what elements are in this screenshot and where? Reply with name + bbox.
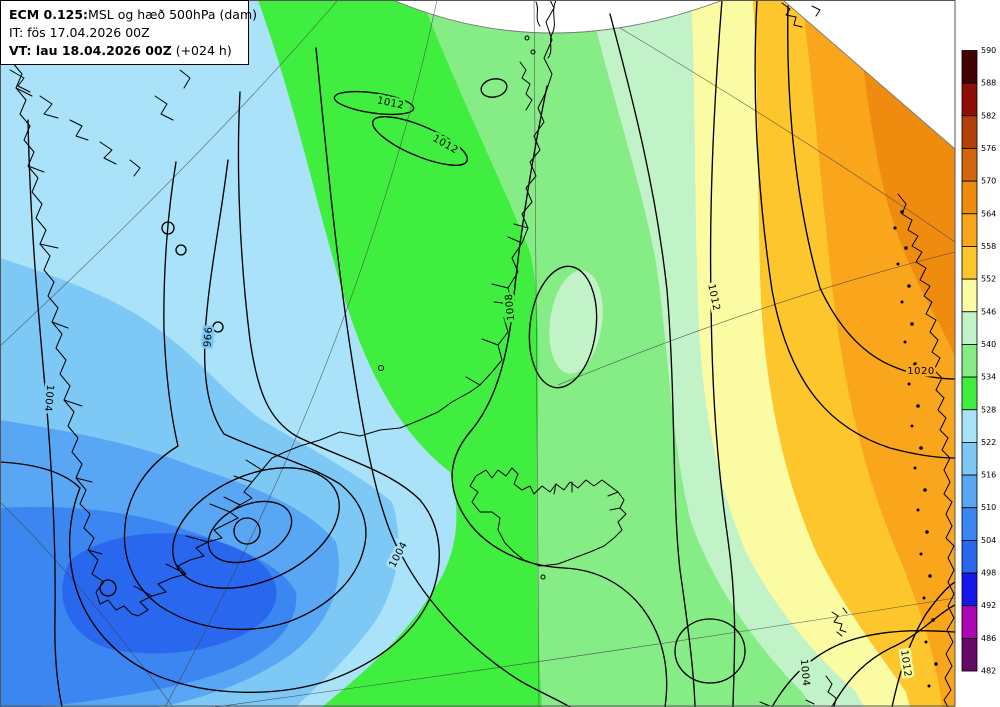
colorbar-tick-label: 582 (981, 111, 996, 120)
colorbar-tick-label: 528 (981, 405, 996, 414)
colorbar-cell (961, 507, 978, 541)
colorbar-cell (961, 278, 978, 313)
colorbar-cell (961, 50, 978, 84)
isobar-value-label: 996 (200, 326, 213, 347)
colorbar-tick-label: 486 (981, 634, 996, 643)
valid-time: VT: lau 18.04.2026 00Z (9, 43, 172, 58)
isobar-contours (0, 0, 956, 707)
model-name: ECM 0.125: (9, 7, 89, 22)
colorbar-tick-label: 590 (981, 46, 996, 55)
colorbar-cell (961, 637, 978, 672)
colorbar-cell (961, 148, 978, 182)
title-line-valid: VT: lau 18.04.2026 00Z (+024 h) (9, 42, 241, 60)
colorbar-tick-label: 498 (981, 569, 996, 578)
colorbar-cell (961, 540, 978, 574)
colorbar-tick-label: 546 (981, 307, 996, 316)
isobar-value-label: 1004 (42, 384, 55, 412)
colorbar-tick-label: 564 (981, 209, 996, 218)
height-field-fills (0, 0, 955, 707)
title-line-init: IT: fös 17.04.2026 00Z (9, 25, 150, 40)
model-domain-boundary (392, 0, 956, 150)
colorbar-tick-label: 510 (981, 503, 996, 512)
colorbar-cell (961, 572, 978, 607)
title-line-product: ECM 0.125:MSL og hæð 500hPa (dam) (9, 6, 257, 24)
colorbar-tick-label: 540 (981, 340, 996, 349)
product-name: MSL og hæð 500hPa (dam) (88, 7, 257, 22)
colorbar-tick-label: 588 (981, 79, 996, 88)
colorbar-cell (961, 311, 978, 345)
colorbar-cell (961, 180, 978, 215)
colorbar-tick-label: 552 (981, 275, 996, 284)
colorbar-tick-label: 482 (981, 667, 996, 676)
colorbar-cell (961, 115, 978, 149)
colorbar-tick-label: 570 (981, 177, 996, 186)
map-frame (0, 0, 956, 707)
colorbar-cell (961, 82, 978, 117)
colorbar-cell (961, 246, 978, 280)
graticule-lines (0, 0, 956, 707)
colorbar-cell (961, 474, 978, 509)
colorbar-tick-label: 576 (981, 144, 996, 153)
colorbar-cell (961, 442, 978, 476)
colorbar-tick-label: 504 (981, 536, 996, 545)
colorbar-cell (961, 344, 978, 378)
colorbar-cell (961, 376, 978, 411)
colorbar-cell (961, 605, 978, 639)
height-colorbar: 590 588 582 576 570 564 558 552 546 540 534 528 522 5… (961, 46, 996, 676)
map-title-box: ECM 0.125:MSL og hæð 500hPa (dam) IT: fö… (0, 0, 257, 65)
colorbar-tick-label: 558 (981, 242, 996, 251)
colorbar-tick-label: 534 (981, 373, 996, 382)
colorbar-tick-label: 492 (981, 601, 996, 610)
isobar-value-label: 1020 (907, 366, 934, 377)
colorbar-tick-label: 522 (981, 438, 996, 447)
forecast-offset: (+024 h) (171, 43, 232, 58)
isobar-value-label: 1008 (504, 293, 517, 321)
colorbar-cell (961, 409, 978, 443)
colorbar-cell (961, 213, 978, 247)
colorbar-tick-label: 516 (981, 471, 996, 480)
isobar-value-label: 1004 (798, 659, 811, 687)
